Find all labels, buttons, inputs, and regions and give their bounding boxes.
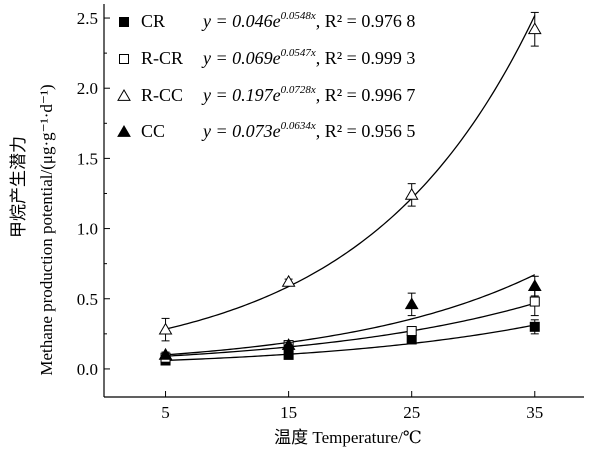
legend-marker-cc — [117, 125, 131, 137]
equation-exponent: 0.0634x — [281, 120, 316, 132]
y-tick-label: 0.5 — [77, 290, 98, 309]
point-r-cr — [529, 296, 540, 307]
x-axis-title: 温度 Temperature/℃ — [274, 428, 422, 447]
equation-exponent: 0.0548x — [281, 10, 316, 22]
equation-coef: y = 0.046e — [201, 11, 281, 31]
y-tick-label: 2.0 — [77, 79, 98, 98]
x-tick-label: 15 — [280, 403, 297, 422]
legend-label-r-cr: R-CR — [141, 48, 183, 68]
y-tick-label: 0.0 — [77, 360, 98, 379]
point-cc — [404, 297, 419, 310]
legend: CR y = 0.046e0.0548x, R² = 0.976 8 R-CR y =… — [117, 10, 415, 141]
legend-equation-r-cr: y = 0.069e0.0547x, R² = 0.999 3 — [201, 47, 415, 68]
legend-marker-r-cr — [119, 54, 129, 64]
y-tick-label: 2.5 — [77, 9, 98, 28]
equation-exponent: 0.0728x — [281, 84, 316, 96]
point-cr — [283, 349, 294, 360]
y-axis-title-english: Methane production potential/(μg·g⁻¹·d⁻¹… — [37, 84, 56, 375]
point-r-cc — [281, 274, 296, 287]
fit-curve-r-cr — [165, 302, 535, 357]
data-markers — [158, 11, 542, 366]
legend-label-r-cc: R-CC — [141, 85, 183, 105]
legend-label-cc: CC — [141, 121, 165, 141]
point-cr — [406, 334, 417, 345]
x-tick-label: 5 — [161, 403, 170, 422]
equation-coef: y = 0.197e — [201, 85, 281, 105]
equation-r2: , R² = 0.996 7 — [316, 85, 416, 105]
fit-curves — [165, 15, 536, 362]
equation-r2: , R² = 0.976 8 — [316, 11, 416, 31]
equation-coef: y = 0.069e — [201, 48, 281, 68]
equation-r2: , R² = 0.999 3 — [316, 48, 416, 68]
legend-equation-cc: y = 0.073e0.0634x, R² = 0.956 5 — [201, 120, 415, 141]
x-tick-label: 35 — [526, 403, 543, 422]
equation-exponent: 0.0547x — [281, 47, 316, 59]
legend-equation-cr: y = 0.046e0.0548x, R² = 0.976 8 — [201, 10, 415, 31]
y-tick-label: 1.0 — [77, 220, 98, 239]
axes — [103, 4, 584, 398]
y-axis-title-chinese: 甲烷产生潜力 — [9, 136, 28, 238]
point-cc — [158, 347, 173, 360]
fit-curve-cr — [165, 324, 535, 362]
point-r-cc — [527, 22, 542, 35]
legend-marker-r-cc — [117, 89, 131, 101]
point-r-cr — [406, 326, 417, 337]
legend-label-cr: CR — [141, 11, 165, 31]
ticks: 5 15 25 35 0.0 0.5 1.0 1.5 2.0 2.5 — [77, 9, 544, 422]
point-cr — [529, 321, 540, 332]
x-tick-label: 25 — [403, 403, 420, 422]
point-r-cc — [404, 187, 419, 200]
equation-coef: y = 0.073e — [201, 121, 281, 141]
fit-curve-cc — [165, 274, 536, 356]
point-cc — [281, 338, 296, 350]
equation-r2: , R² = 0.956 5 — [316, 121, 416, 141]
legend-marker-cr — [119, 17, 129, 27]
legend-equation-r-cc: y = 0.197e0.0728x, R² = 0.996 7 — [201, 84, 415, 105]
point-cc — [527, 279, 542, 291]
fit-curve-r-cc — [165, 15, 536, 330]
y-tick-label: 1.5 — [77, 149, 98, 168]
point-r-cc — [158, 322, 173, 335]
